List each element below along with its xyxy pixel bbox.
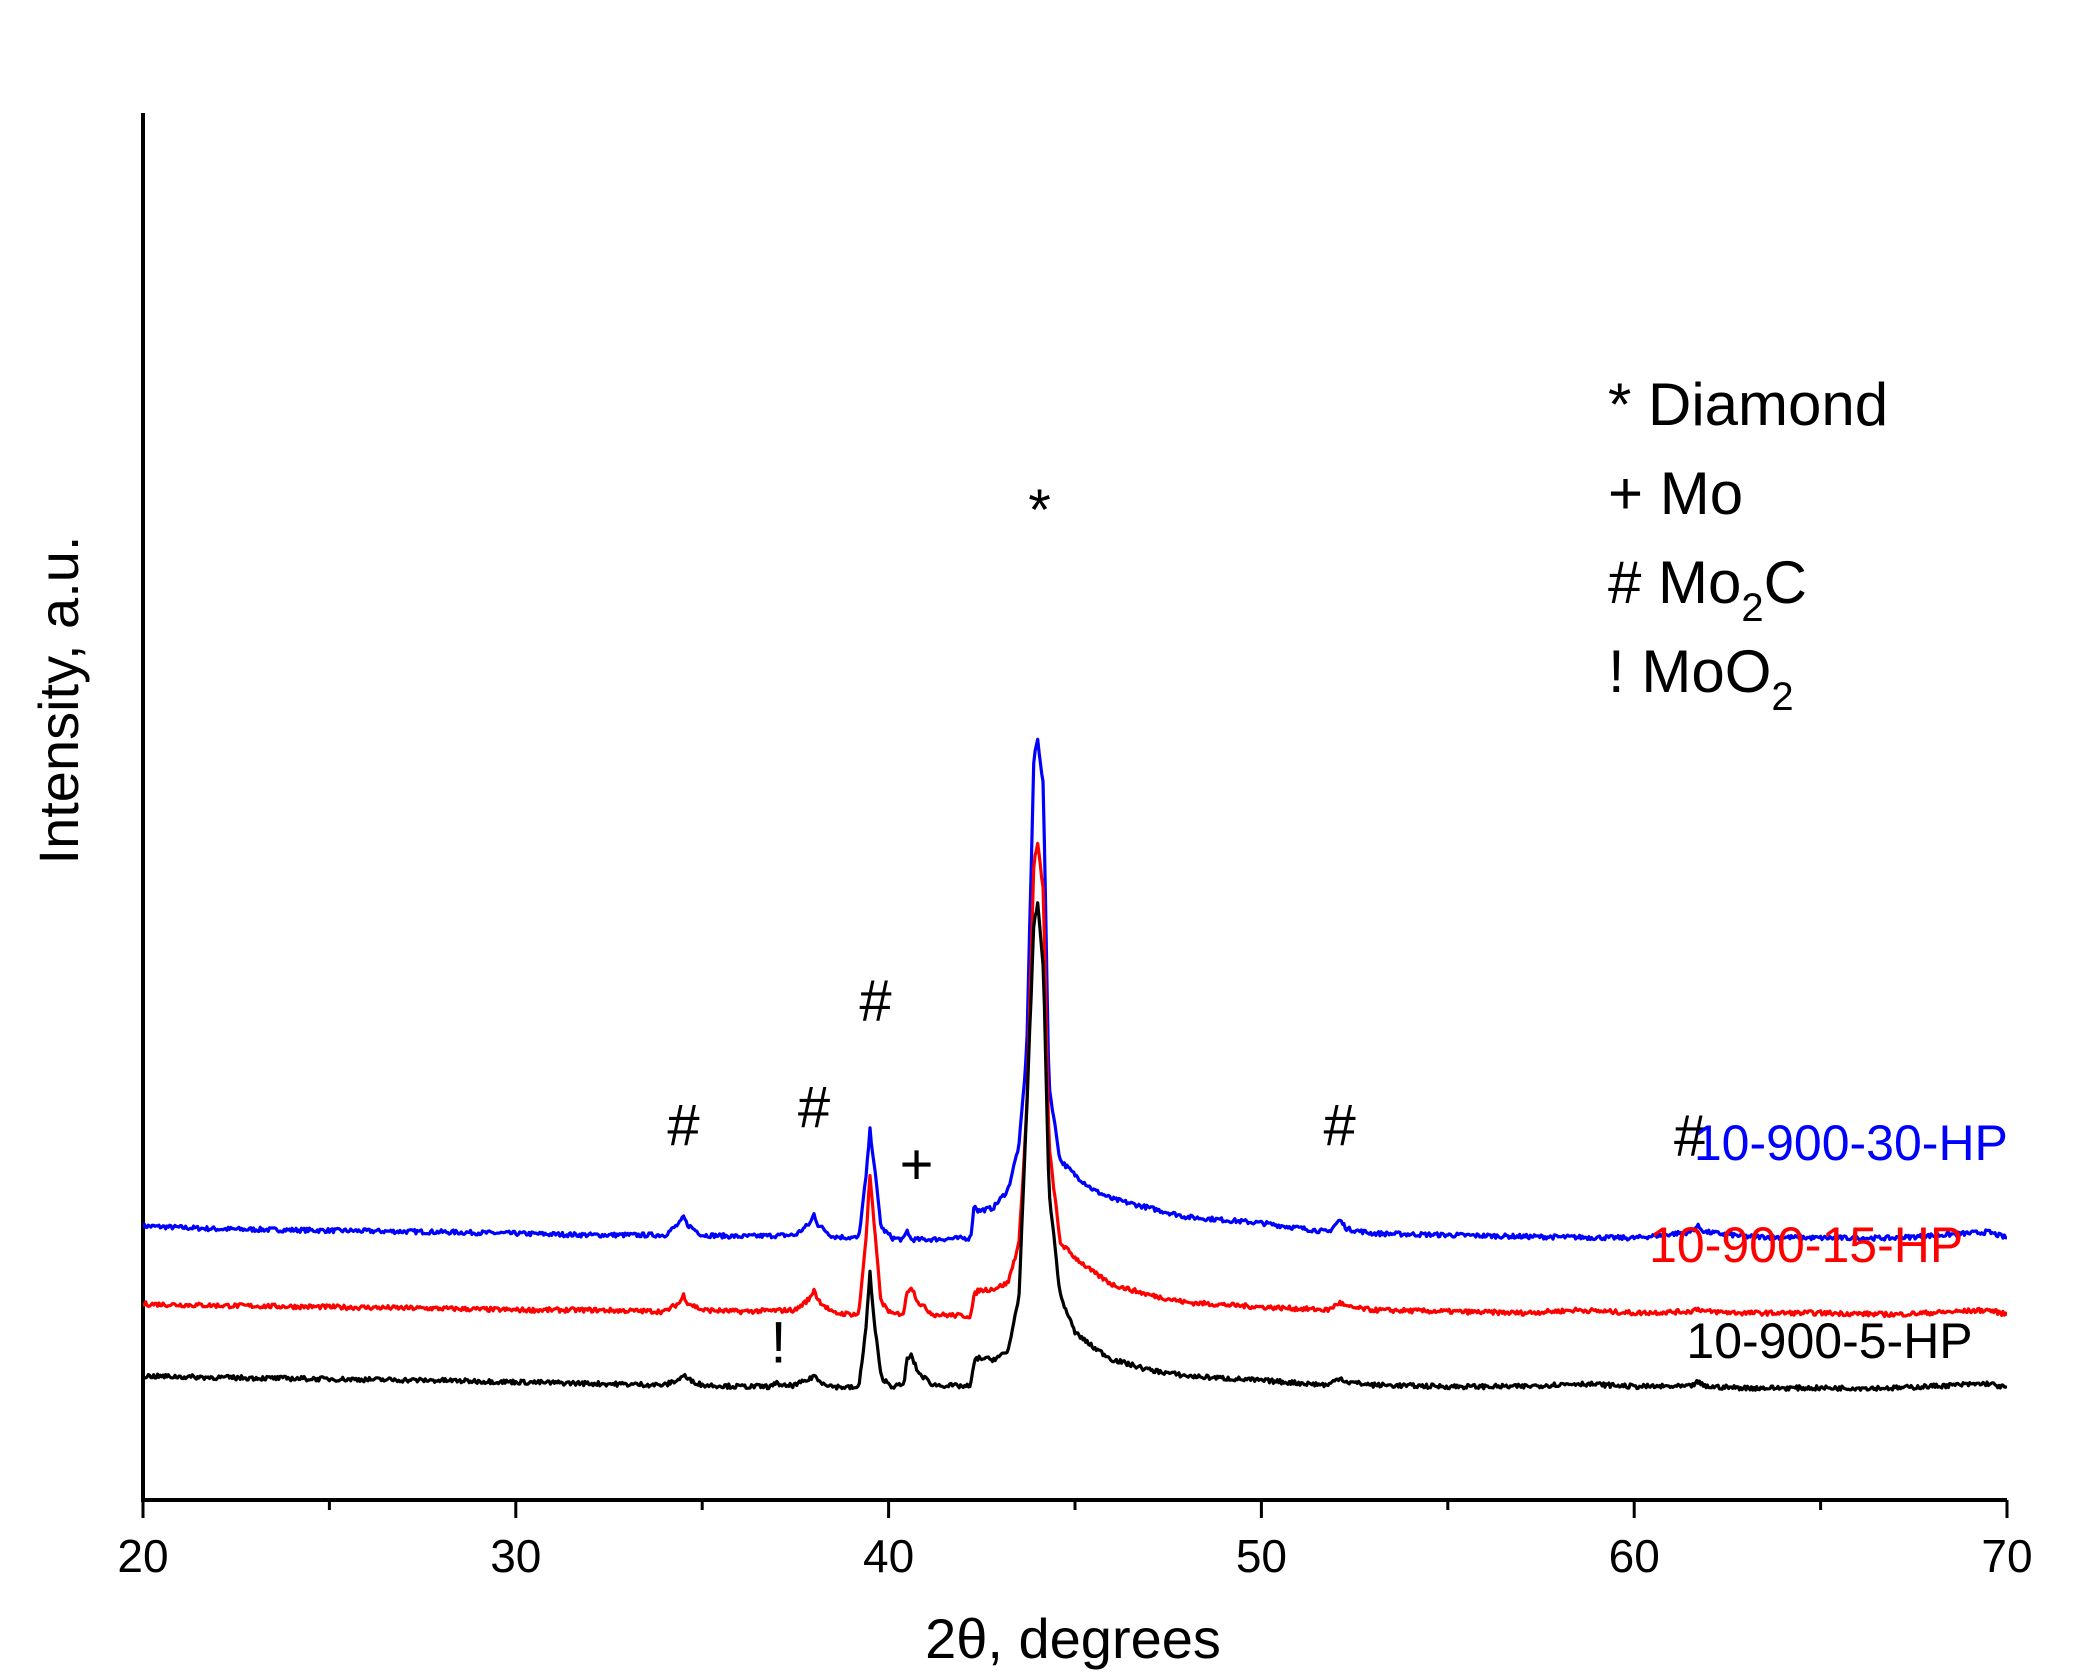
legend-entry: * Diamond (1608, 371, 1888, 438)
x-tick-label: 30 (490, 1530, 541, 1582)
phase-legend: * Diamond + Mo # Mo2C! MoO2 (1608, 371, 1888, 719)
trace-10-900-15-HP (143, 841, 2007, 1320)
x-tick-label: 50 (1236, 1530, 1287, 1582)
x-tick-label: 70 (1981, 1530, 2032, 1582)
y-axis-title: Intensity, a.u. (27, 536, 90, 865)
x-tick-label: 40 (863, 1530, 914, 1582)
peak-marker-mo2c: # (859, 969, 891, 1034)
peak-marker-mo: + (900, 1132, 934, 1197)
peak-marker-mo2c: # (1324, 1093, 1356, 1158)
series-label: 10-900-5-HP (1686, 1313, 1972, 1369)
series-label: 10-900-30-HP (1694, 1115, 2008, 1171)
legend-entry: # Mo2C (1608, 549, 1807, 630)
legend-entry: + Mo (1608, 460, 1743, 527)
trace-10-900-30-HP (143, 737, 2007, 1244)
legend-entry: ! MoO2 (1608, 638, 1794, 719)
peak-marker-mo2c: # (667, 1093, 699, 1158)
peak-marker-diamond: * (1028, 478, 1051, 543)
x-axis-title: 2θ, degrees (925, 1607, 1221, 1670)
x-tick-label: 20 (117, 1530, 168, 1582)
peak-marker-mo2c: # (1674, 1104, 1706, 1169)
x-tick-label: 60 (1609, 1530, 1660, 1582)
series-label: 10-900-15-HP (1649, 1217, 1963, 1273)
peak-marker-mo2c: # (798, 1075, 830, 1140)
trace-10-900-5-HP (143, 901, 2007, 1392)
peak-marker-moo2: ! (771, 1311, 787, 1376)
